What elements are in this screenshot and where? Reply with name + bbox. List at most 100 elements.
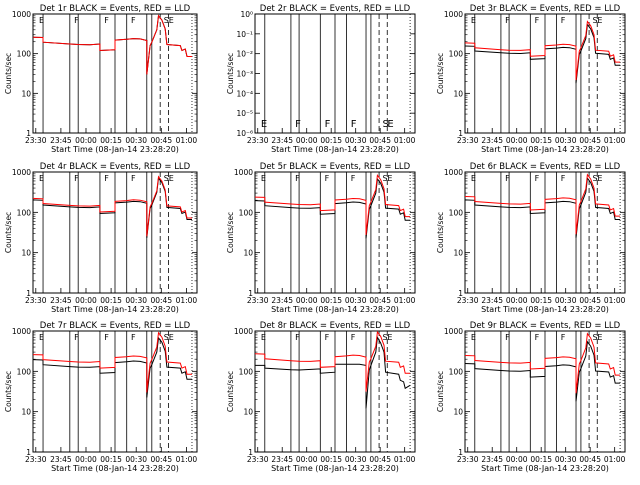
x-tick-label: 00:45: [579, 296, 601, 305]
interval-marker: S: [383, 119, 389, 130]
x-tick-label: 00:15: [320, 455, 342, 464]
interval-marker: F: [505, 174, 510, 183]
x-tick-label: 00:15: [530, 455, 552, 464]
y-axis-label: Counts/sec: [436, 212, 445, 253]
y-tick-label: 1000: [12, 10, 31, 19]
x-tick-label: 00:00: [296, 296, 318, 305]
y-tick-label: 10: [21, 408, 31, 417]
x-tick-label: 00:30: [345, 136, 367, 145]
x-tick-label: 23:45: [271, 296, 293, 305]
interval-marker: E: [597, 16, 602, 25]
events-series-line: [32, 176, 192, 238]
y-axis-label: Counts/sec: [226, 212, 235, 253]
x-tick-label: 23:30: [25, 455, 47, 464]
x-tick-label: 00:30: [555, 136, 577, 145]
x-tick-label: 00:15: [100, 296, 122, 305]
x-tick-label: 00:00: [506, 296, 528, 305]
y-tick-label: 1000: [234, 327, 253, 336]
y-tick-label: 1000: [444, 10, 463, 19]
interval-marker: F: [74, 333, 79, 342]
lld-series-line: [32, 175, 192, 237]
y-axis-label: Counts/sec: [436, 53, 445, 94]
interval-marker: E: [471, 16, 476, 25]
y-tick-label: 1000: [444, 168, 463, 177]
interval-marker: F: [295, 174, 300, 183]
x-axis-label: Start Time (08-Jan-14 23:28:20): [481, 464, 609, 473]
y-tick-label: 10: [453, 89, 463, 98]
x-tick-label: 01:00: [176, 136, 198, 145]
x-tick-label: 00:15: [100, 136, 122, 145]
x-tick-label: 00:00: [296, 455, 318, 464]
y-tick-label: 100: [239, 367, 254, 376]
x-tick-label: 00:45: [150, 455, 172, 464]
y-tick-label: 1: [458, 129, 463, 138]
y-tick-label: 10⁻⁴: [236, 89, 253, 98]
y-tick-label: 10⁻⁶: [236, 129, 253, 138]
panel-title: Det 2r BLACK = Events, RED = LLD: [260, 4, 411, 14]
x-tick-label: 01:00: [604, 296, 626, 305]
y-tick-label: 10⁻¹: [236, 30, 253, 39]
x-tick-label: 23:30: [457, 136, 479, 145]
x-tick-label: 01:00: [604, 455, 626, 464]
interval-marker: F: [74, 174, 79, 183]
interval-marker: E: [471, 174, 476, 183]
y-tick-label: 100: [17, 50, 32, 59]
events-series-line: [254, 177, 411, 239]
interval-marker: F: [104, 174, 109, 183]
interval-marker: E: [169, 174, 174, 183]
interval-marker: F: [325, 333, 330, 342]
x-tick-label: 23:30: [457, 296, 479, 305]
interval-marker: S: [383, 333, 388, 342]
x-tick-label: 00:45: [579, 455, 601, 464]
interval-marker: E: [39, 16, 44, 25]
interval-marker: S: [164, 16, 169, 25]
x-axis-label: Start Time (08-Jan-14 23:28:20): [51, 305, 179, 314]
interval-marker: E: [261, 333, 266, 342]
x-tick-label: 00:45: [369, 455, 391, 464]
y-tick-label: 1: [248, 289, 253, 298]
x-tick-label: 23:45: [271, 455, 293, 464]
interval-marker: S: [593, 174, 598, 183]
interval-marker: S: [164, 174, 169, 183]
interval-marker: E: [39, 174, 44, 183]
lld-series-line: [464, 20, 621, 81]
y-tick-label: 1: [26, 448, 31, 457]
y-tick-label: 10⁻⁵: [236, 109, 253, 118]
events-series-line: [255, 335, 411, 409]
x-axis-label: Start Time (08-Jan-14 23:28:20): [271, 145, 399, 154]
interval-marker: E: [169, 333, 174, 342]
y-tick-label: 10: [21, 89, 31, 98]
y-tick-label: 1000: [12, 168, 31, 177]
panel-title: Det 8r BLACK = Events, RED = LLD: [260, 321, 411, 331]
lld-series-line: [32, 331, 192, 393]
y-tick-label: 10: [453, 249, 463, 258]
interval-marker: F: [535, 16, 540, 25]
y-axis-label: Counts/sec: [436, 371, 445, 412]
y-tick-label: 100: [449, 367, 464, 376]
lld-series-line: [254, 330, 411, 392]
lld-series-line: [464, 332, 621, 394]
interval-marker: F: [131, 333, 136, 342]
x-tick-label: 01:00: [176, 296, 198, 305]
interval-marker: E: [261, 174, 266, 183]
y-tick-label: 1000: [444, 327, 463, 336]
interval-marker: E: [387, 174, 392, 183]
y-tick-label: 10⁻³: [236, 70, 253, 79]
interval-marker: F: [561, 16, 566, 25]
x-tick-label: 01:00: [394, 296, 416, 305]
x-tick-label: 00:45: [369, 136, 391, 145]
x-tick-label: 23:45: [481, 136, 503, 145]
lld-series-line: [464, 173, 621, 235]
y-tick-label: 1: [26, 129, 31, 138]
x-tick-label: 23:30: [457, 455, 479, 464]
interval-marker: S: [593, 16, 598, 25]
x-tick-label: 00:00: [75, 296, 97, 305]
x-tick-label: 00:30: [125, 296, 147, 305]
x-tick-label: 00:30: [125, 136, 147, 145]
interval-marker: S: [383, 174, 388, 183]
